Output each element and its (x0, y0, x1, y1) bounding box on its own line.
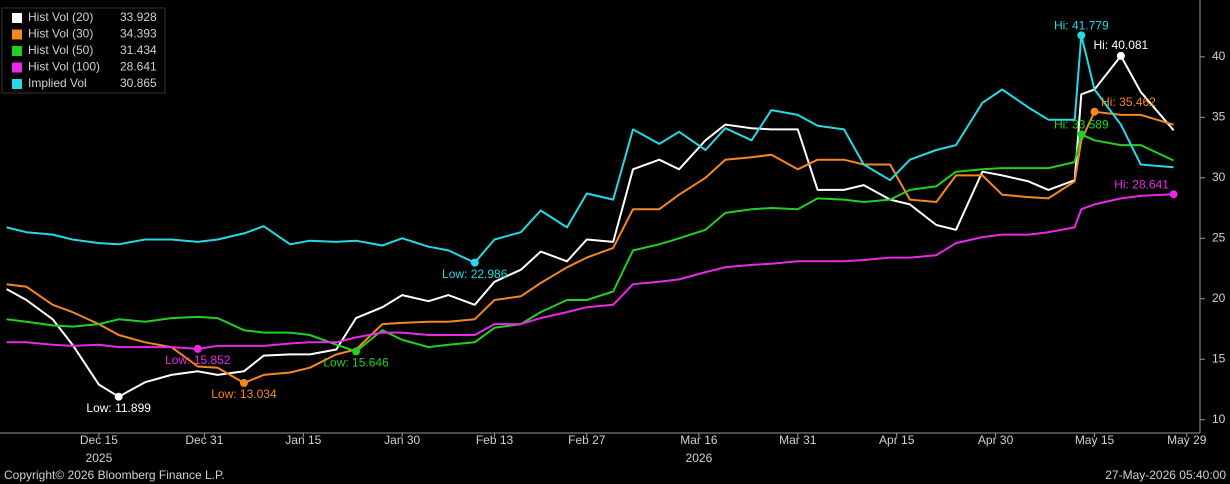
series-line (6, 110, 1174, 384)
legend-value: 33.928 (120, 10, 157, 24)
extreme-label: Low: 13.034 (211, 387, 277, 401)
x-tick-label: Jan 15 (285, 433, 321, 447)
x-tick-label: Feb 13 (476, 433, 514, 447)
extreme-label: Low: 15.852 (165, 353, 231, 367)
legend-label: Hist Vol (50) (28, 43, 93, 57)
year-label: 2026 (686, 451, 713, 465)
x-tick-label: Mar 16 (680, 433, 718, 447)
extreme-marker (1077, 130, 1086, 139)
x-tick-label: Dec 31 (185, 433, 223, 447)
x-tick-label: May 29 (1167, 433, 1207, 447)
extreme-marker (1169, 190, 1178, 199)
series-line (6, 54, 1175, 398)
y-tick-label: 40 (1212, 49, 1226, 63)
series-line (6, 193, 1174, 350)
y-tick-label: 35 (1212, 109, 1226, 123)
legend-value: 31.434 (120, 43, 157, 57)
extreme-label: Hi: 28.641 (1114, 177, 1169, 191)
extreme-marker (114, 392, 123, 401)
legend-value: 28.641 (120, 60, 157, 74)
y-tick-label: 20 (1212, 291, 1226, 305)
extreme-marker (1077, 31, 1086, 40)
x-tick-label: Feb 27 (568, 433, 606, 447)
extreme-marker (239, 378, 248, 387)
x-tick-label: Apr 30 (978, 433, 1014, 447)
extreme-label: Low: 11.899 (86, 401, 151, 415)
legend-label: Hist Vol (100) (28, 60, 100, 74)
x-tick-label: Dec 15 (80, 433, 118, 447)
series-line (6, 133, 1175, 353)
y-tick-label: 10 (1212, 412, 1226, 426)
extreme-marker (470, 258, 479, 267)
extreme-marker (1116, 51, 1125, 60)
source: Copyright© 2026 Bloomberg Finance L.P. (4, 468, 225, 482)
y-tick-label: 25 (1212, 230, 1226, 244)
extreme-label: Hi: 40.081 (1094, 38, 1149, 52)
legend-label: Hist Vol (30) (28, 27, 93, 41)
timestamp: 27-May-2026 05:40:00 (1105, 468, 1226, 482)
year-label: 2025 (86, 451, 113, 465)
legend-swatch (12, 29, 22, 40)
legend-label: Implied Vol (28, 76, 87, 90)
x-tick-label: May 15 (1075, 433, 1115, 447)
extreme-label: Low: 15.646 (323, 356, 389, 370)
extreme-marker (1090, 107, 1099, 116)
extreme-label: Hi: 35.462 (1101, 95, 1156, 109)
legend-value: 34.393 (120, 27, 157, 41)
legend-box (1, 7, 166, 94)
legend-swatch (12, 46, 22, 56)
x-tick-label: Mar 31 (779, 433, 817, 447)
extreme-label: Hi: 41.779 (1054, 19, 1109, 33)
extreme-marker (352, 347, 361, 356)
extreme-marker (193, 344, 202, 353)
legend-swatch (12, 13, 22, 23)
legend-swatch (12, 79, 22, 89)
series-line (6, 34, 1174, 264)
legend-value: 30.865 (120, 76, 157, 90)
y-tick-label: 15 (1212, 351, 1226, 365)
y-tick-label: 30 (1212, 170, 1226, 184)
x-tick-label: Jan 30 (384, 433, 420, 447)
x-tick-label: Apr 15 (879, 433, 915, 447)
legend-label: Hist Vol (20) (28, 10, 93, 24)
extreme-label: Low: 22.986 (442, 267, 508, 281)
legend-swatch (12, 62, 22, 73)
legend: Hist Vol (20) 33.928 Hist Vol (30) 34.393 Hi… (1, 7, 166, 94)
extreme-label: Hi: 33.589 (1054, 118, 1109, 132)
